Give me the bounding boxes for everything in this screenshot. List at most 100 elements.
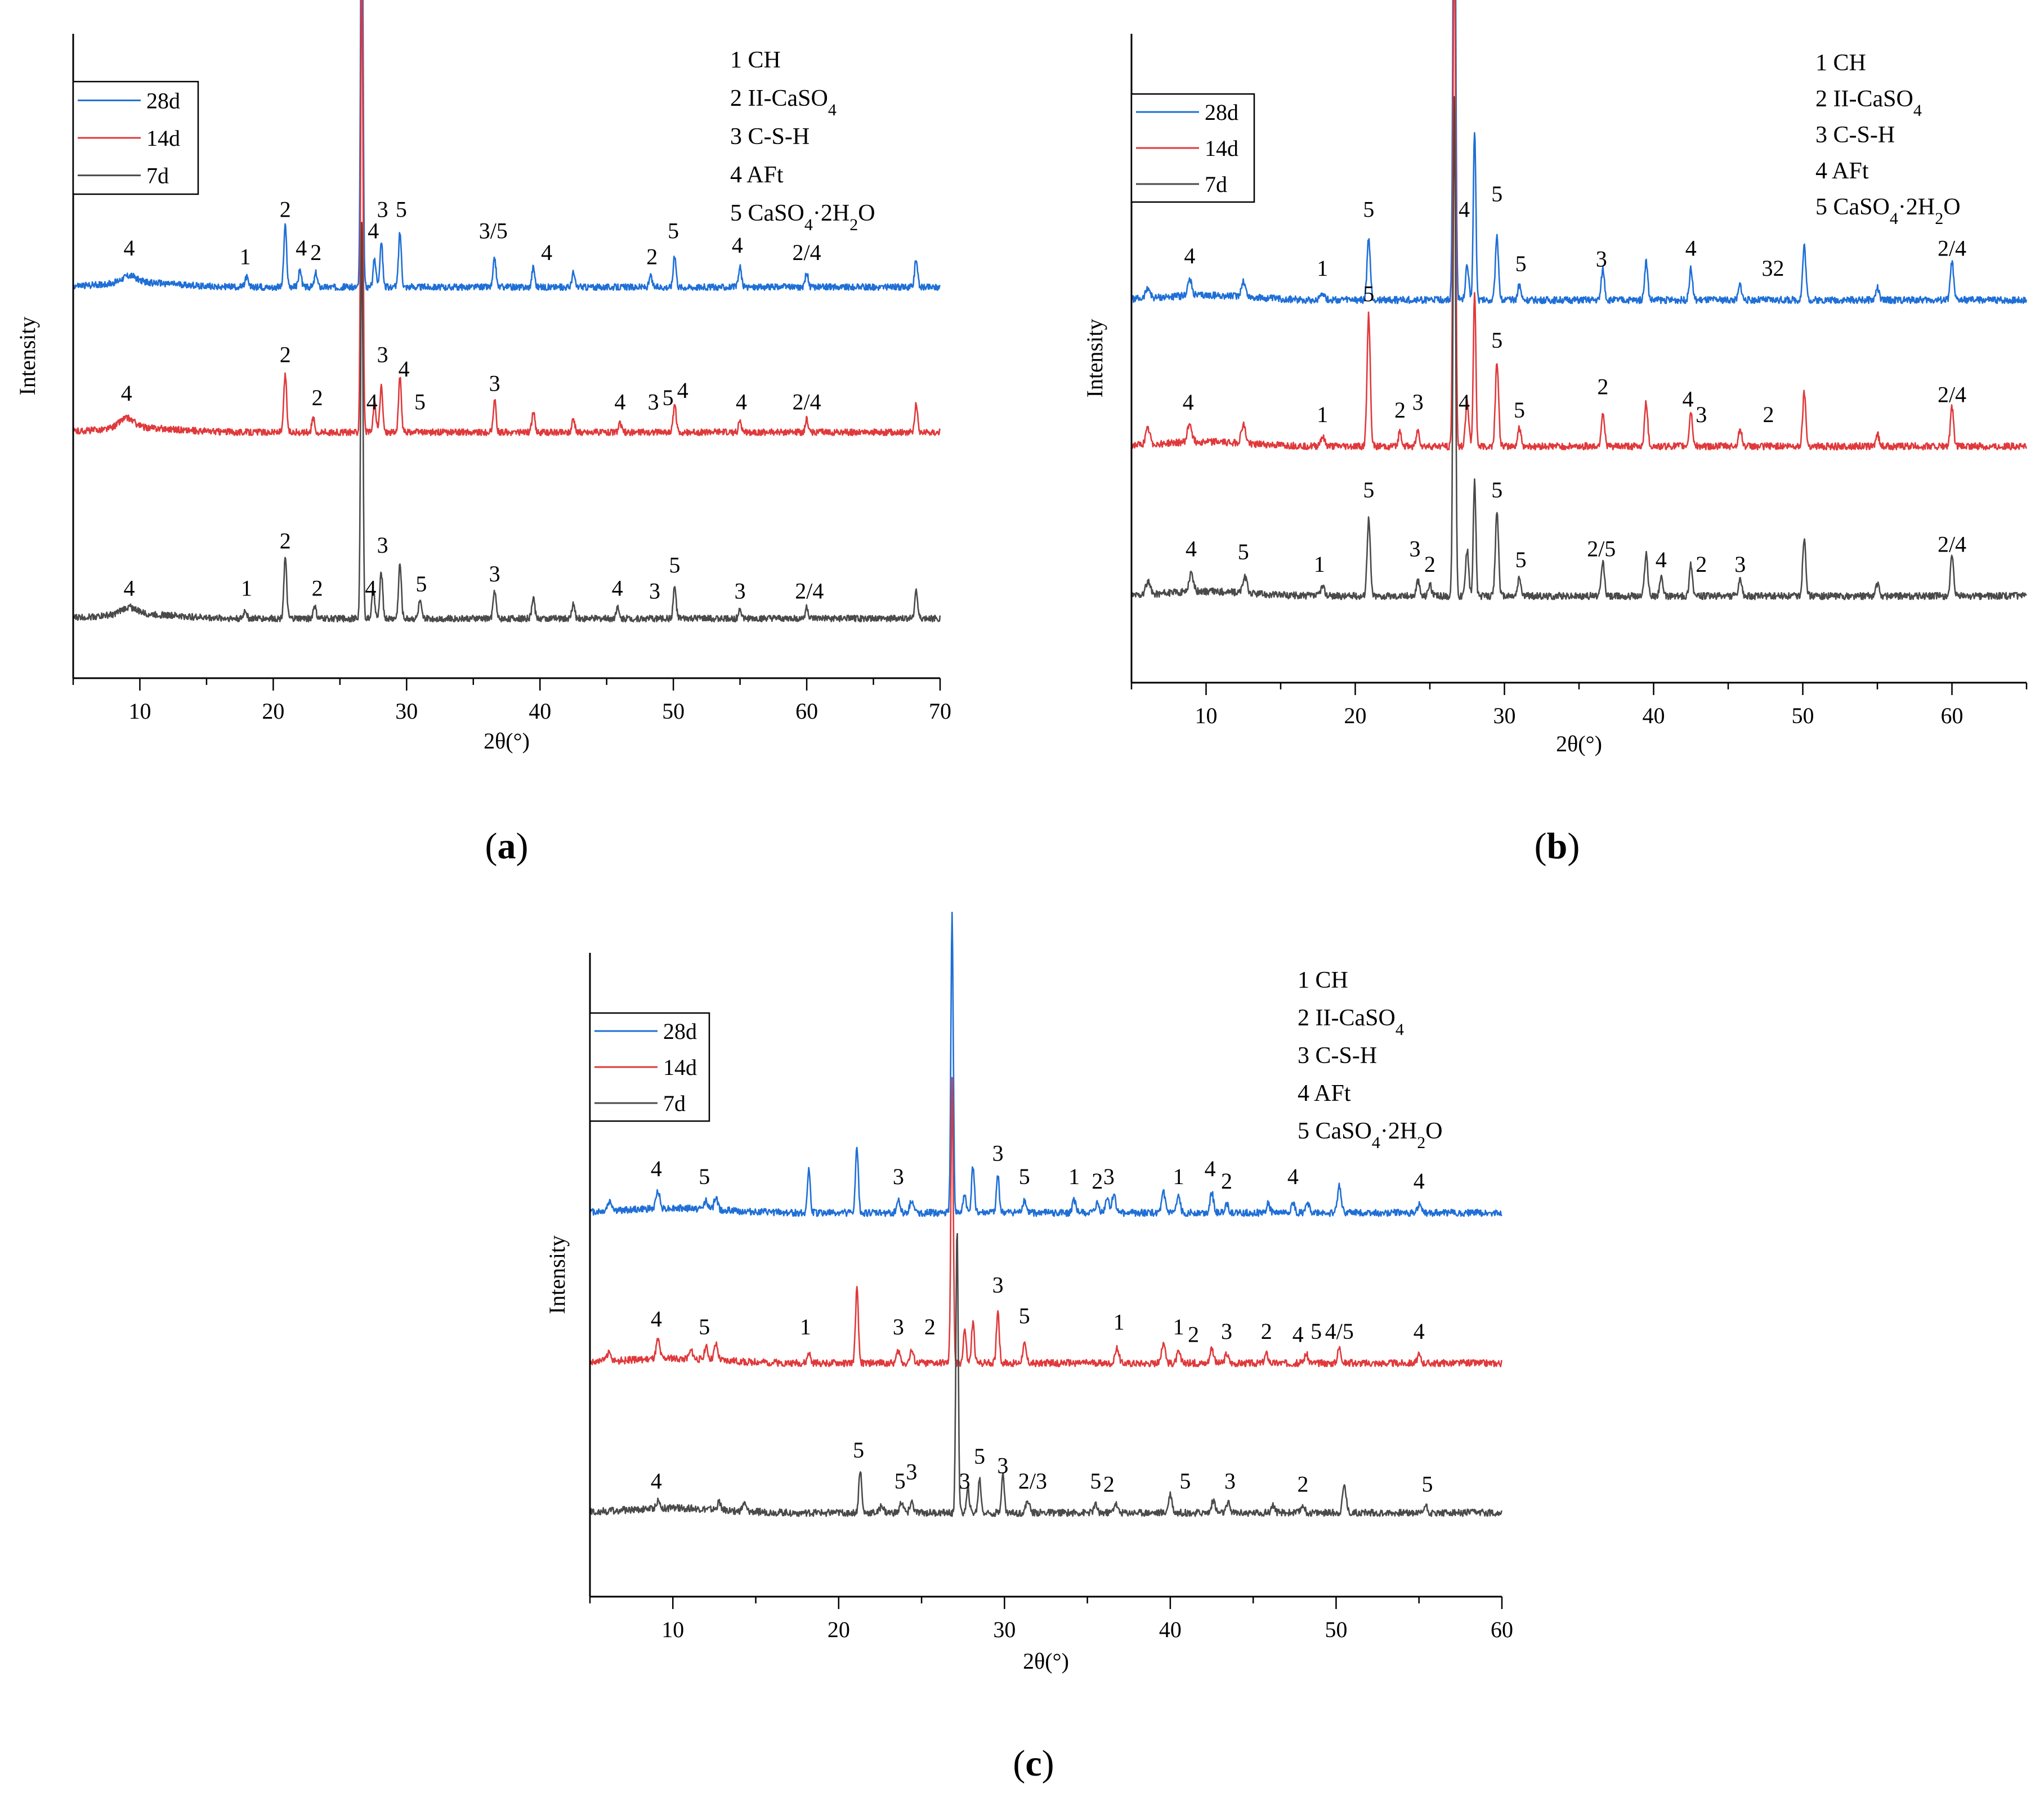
x-tick-label: 50 — [1325, 1617, 1347, 1642]
legend-label: 7d — [1205, 172, 1227, 197]
peak-label: 2 — [1092, 1168, 1103, 1194]
peak-label: 4 — [124, 235, 135, 261]
peak-label: 5 — [1515, 547, 1527, 572]
phase-key-item: 5 CaSO4·2H2O — [1298, 1118, 1443, 1152]
peak-label: 3 — [377, 532, 388, 558]
x-tick-label: 20 — [262, 698, 284, 724]
peak-label: 3 — [489, 370, 500, 396]
peak-label: 4 — [1414, 1168, 1425, 1194]
peak-label: 5 — [1515, 251, 1527, 276]
x-axis-title: 2θ(°) — [1556, 731, 1602, 756]
peak-label: 5 — [1363, 477, 1374, 503]
series-line-28d — [72, 0, 941, 292]
peak-label: 5 — [894, 1468, 906, 1494]
series-line-28d — [1130, 0, 2027, 304]
peak-label: 5 — [1491, 477, 1502, 503]
legend-label: 14d — [1205, 136, 1238, 161]
x-tick-label: 20 — [1344, 703, 1367, 728]
peak-label: 5 — [1179, 1468, 1191, 1494]
y-axis-title: Intensity — [15, 317, 40, 396]
peak-label: 2 — [1188, 1322, 1199, 1347]
peak-label: 4 — [1186, 536, 1197, 562]
x-tick-label: 40 — [1159, 1617, 1182, 1642]
peak-label: 2 — [280, 196, 291, 222]
x-tick-label: 10 — [1195, 703, 1218, 728]
series-group — [72, 0, 941, 622]
peak-label: 4 — [677, 378, 688, 403]
x-axis-title: 2θ(°) — [1023, 1648, 1069, 1674]
peak-label: 3 — [997, 1453, 1008, 1478]
peak-label: 5 — [669, 553, 681, 578]
peak-label: 3 — [906, 1459, 917, 1485]
peak-label: 2 — [280, 528, 291, 553]
x-tick-label: 40 — [529, 698, 551, 724]
peak-label: 5 — [1491, 181, 1502, 207]
peak-label: 3 — [992, 1272, 1004, 1298]
peak-label: 5 — [396, 196, 407, 222]
peak-label: 5 — [1238, 539, 1249, 564]
peak-label: 4 — [124, 575, 135, 601]
phase-key-item: 2 II-CaSO4 — [1815, 86, 1922, 120]
peak-label: 5 — [853, 1437, 864, 1463]
peak-label: 4 — [365, 575, 376, 601]
peak-label: 5 — [1311, 1319, 1322, 1344]
peak-label: 3 — [377, 342, 388, 367]
peak-label: 4 — [366, 389, 378, 414]
peak-label: 5 — [415, 571, 427, 597]
peak-labels-7d: 455 3 35 32/3 5 2 5 3 2 5 — [651, 1437, 1433, 1497]
peak-label: 4 — [1183, 389, 1194, 415]
peak-label: 2/4 — [793, 240, 821, 265]
peak-label: 3 — [992, 1141, 1004, 1166]
x-tick-label: 30 — [993, 1617, 1016, 1642]
phase-key-item: 4 AFt — [1298, 1081, 1351, 1106]
x-tick-label: 60 — [1491, 1617, 1513, 1642]
peak-label: 4 — [614, 389, 625, 414]
phase-key-item: 5 CaSO4·2H2O — [1815, 194, 1961, 228]
peak-label: 3 — [1734, 552, 1746, 577]
peak-label: 4 — [1205, 1156, 1216, 1181]
peak-label: 2/4 — [795, 579, 824, 604]
peak-labels-28d: 4 5 335 1 2 3 1 4 2 4 4 — [651, 1141, 1425, 1194]
legend: 28d 14d 7d — [589, 1012, 710, 1122]
peak-label: 2 — [1763, 402, 1774, 427]
legend-label: 7d — [146, 163, 169, 189]
y-axis-title: Intensity — [1082, 319, 1107, 398]
peak-label: 2 — [1298, 1472, 1309, 1497]
series-group — [589, 912, 1502, 1517]
phase-key-item: 3 C-S-H — [730, 124, 809, 150]
peak-label: 3 — [893, 1164, 904, 1189]
peak-label: 4 — [368, 218, 379, 244]
peak-label: 3 — [489, 561, 500, 586]
x-tick-label: 60 — [795, 698, 818, 724]
peak-label: 4 — [121, 380, 132, 406]
peak-label: 4 — [651, 1306, 662, 1332]
peak-label: 1 — [241, 575, 252, 601]
legend: 28d 14d 7d — [1130, 93, 1255, 203]
peak-label: 3 — [377, 196, 388, 222]
peak-label: 5 — [1363, 197, 1374, 222]
peak-label: 2/4 — [1938, 531, 1966, 557]
peak-label: 2 — [310, 240, 321, 265]
peak-label: 1 — [1317, 256, 1328, 281]
peak-label: 1 — [1173, 1164, 1184, 1189]
phase-key-item: 5 CaSO4·2H2O — [730, 200, 875, 234]
peak-label: 5 — [699, 1164, 710, 1189]
peak-label: 5 — [1514, 397, 1525, 423]
legend: 28d 14d 7d — [72, 80, 199, 195]
legend-label: 28d — [663, 1019, 697, 1044]
peak-label: 5 — [668, 218, 679, 244]
peak-label: 2 — [312, 575, 323, 601]
peak-label: 2/4 — [1938, 235, 1966, 261]
peak-label: 3 — [959, 1468, 970, 1494]
x-tick-label: 10 — [128, 698, 151, 724]
peak-label: 4 — [736, 389, 747, 414]
peak-label: 3 — [1221, 1319, 1232, 1344]
phase-key-item: 4 AFt — [1815, 158, 1869, 184]
peak-label: 5 — [414, 389, 426, 414]
